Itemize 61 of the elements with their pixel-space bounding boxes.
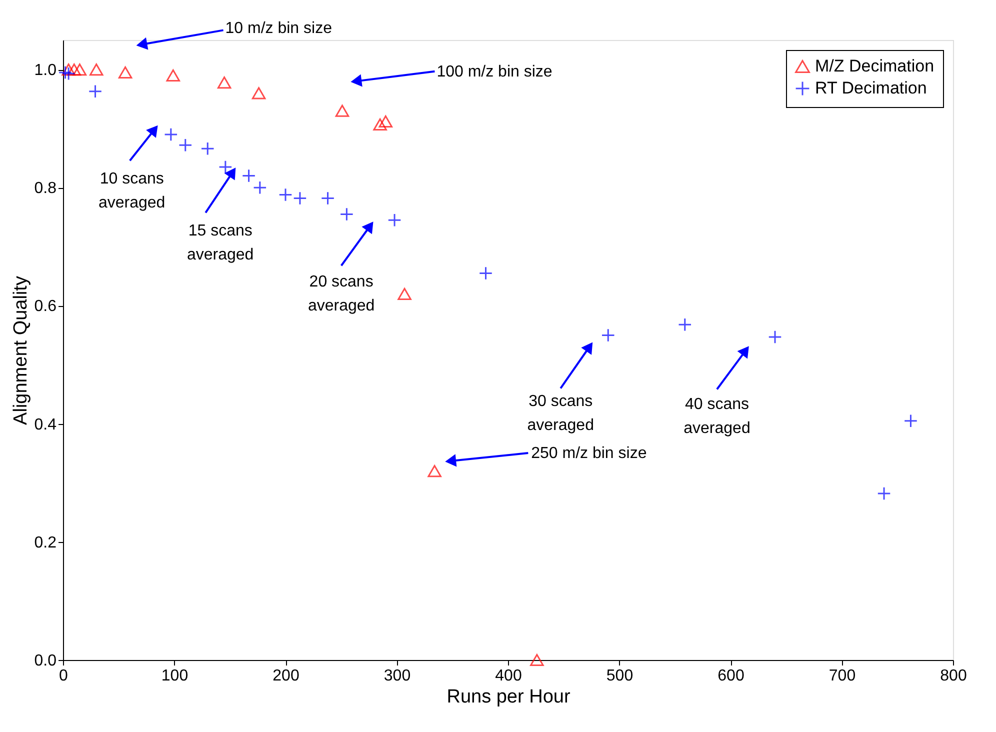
point [293,191,307,206]
legend-label: RT Decimation [815,78,927,98]
point [678,318,692,332]
point [72,63,87,76]
annotation: 40 scans averaged [684,396,750,438]
point [253,180,267,194]
point [320,191,335,206]
x-tick-label: 200 [272,668,300,684]
point [178,138,192,152]
y-tick-label: 0.2 [34,534,57,552]
point [530,654,544,666]
point [67,63,81,76]
point [478,266,493,280]
point [242,168,256,183]
y-axis-title: Alignment Quality [10,276,32,425]
x-tick-label: 100 [161,668,188,684]
y-tick-label: 0.6 [34,298,57,316]
point [877,486,891,500]
annotation: 15 scans averaged [186,222,254,264]
x-tick-label: 0 [59,668,68,684]
point [90,63,104,76]
x-tick-label: 300 [384,668,411,684]
point [398,288,412,300]
point [335,104,350,117]
point [428,464,442,478]
point [88,84,102,98]
point [278,188,292,202]
point [904,414,918,428]
legend-label: M/Z Decimation [815,56,934,76]
y-tick-label: 0.4 [34,416,57,434]
point [768,330,782,344]
point [217,76,232,89]
annotation: 250 m/z bin size [531,445,647,462]
point [62,63,76,76]
point [200,142,214,156]
x-tick-label: 400 [495,668,522,684]
point [62,66,76,81]
point [164,128,178,142]
x-tick-label: 600 [718,668,744,684]
y-tick-label: 0.0 [34,652,57,670]
annotation: 20 scans averaged [308,273,375,314]
annotation: 30 scans averaged [527,393,594,434]
annotation: 100 m/z bin size [436,63,552,80]
point [373,118,387,130]
x-tick-label: 700 [828,668,856,684]
point [340,207,354,222]
x-tick-label: 800 [940,668,967,684]
point [601,328,615,342]
point [58,66,72,80]
annotation: 10 scans averaged [98,170,166,212]
point [378,115,392,128]
point [252,87,266,100]
point [118,66,132,79]
text: 10 m/z bin size [225,20,332,38]
point [388,213,402,227]
y-tick-label: 0.8 [34,180,57,198]
x-tick-label: 500 [606,668,634,684]
point [218,160,232,174]
point [166,69,180,82]
y-tick-label: 1.0 [34,62,57,80]
x-axis-title: Runs per Hour [446,686,571,708]
